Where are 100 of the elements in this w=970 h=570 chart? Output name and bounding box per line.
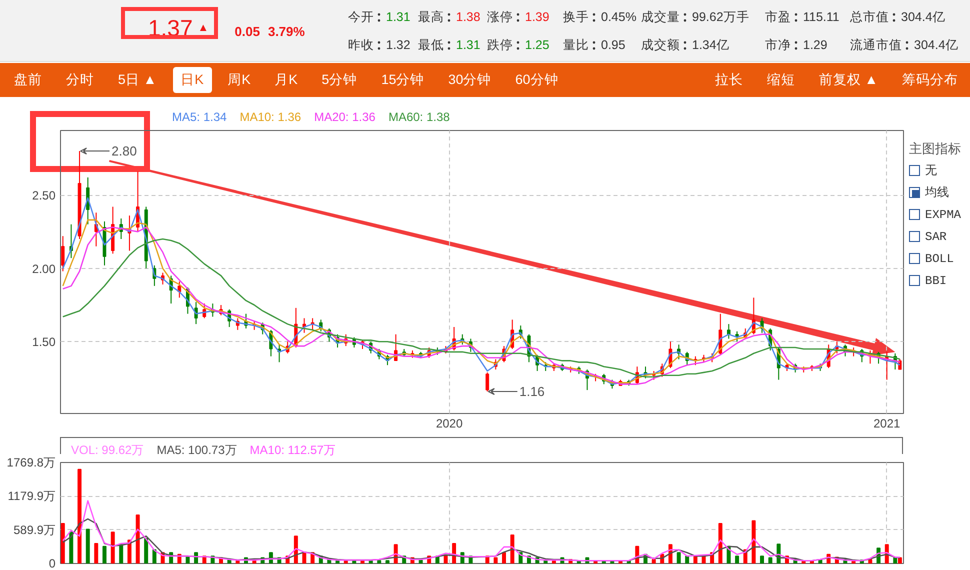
text: MA5: 1.34 bbox=[172, 110, 227, 124]
bar bbox=[152, 549, 156, 564]
text: 1.32 bbox=[386, 38, 410, 52]
bar bbox=[685, 556, 690, 564]
text: 15分钟 bbox=[380, 71, 426, 90]
x-tick-label: 2020 bbox=[436, 416, 463, 430]
text: 304.4亿 bbox=[914, 38, 958, 52]
text: EXPMA bbox=[925, 207, 962, 224]
candlestick bbox=[726, 324, 730, 340]
text: 最高 bbox=[418, 10, 444, 24]
text: 5分钟 bbox=[320, 71, 358, 90]
bar bbox=[676, 552, 681, 564]
bar bbox=[119, 544, 124, 564]
text: SAR bbox=[925, 229, 947, 246]
bar bbox=[693, 556, 698, 564]
bar bbox=[898, 557, 902, 564]
x-tick-label: 2021 bbox=[874, 416, 901, 430]
bar bbox=[502, 552, 506, 564]
text: 换手 bbox=[563, 10, 589, 24]
bar bbox=[760, 556, 764, 564]
text: 115.11 bbox=[803, 10, 840, 24]
text: 筹码分布 bbox=[901, 71, 959, 90]
annotation: 2.80 bbox=[112, 144, 137, 159]
text: 1.31 bbox=[456, 38, 480, 52]
bar bbox=[652, 559, 656, 564]
text: BBI bbox=[925, 273, 947, 290]
bar bbox=[893, 557, 898, 564]
y-tick-label: 2.00 bbox=[32, 262, 56, 276]
bar bbox=[60, 523, 65, 564]
y-tick-label: 2.50 bbox=[32, 188, 56, 203]
text: 60分钟 bbox=[514, 71, 560, 90]
text: 拉长 bbox=[714, 71, 744, 90]
bar bbox=[718, 523, 722, 564]
text: 1.31 bbox=[386, 10, 410, 24]
text: MA5: 100.73万 bbox=[156, 443, 237, 457]
text: 3.79% bbox=[268, 24, 305, 39]
text: 日K bbox=[172, 67, 212, 93]
candlestick bbox=[61, 236, 65, 272]
line-series bbox=[62, 500, 901, 562]
bar bbox=[494, 557, 498, 564]
bar bbox=[144, 538, 148, 564]
text: MA20: 1.36 bbox=[314, 110, 376, 124]
text: 月K bbox=[274, 71, 299, 90]
bar bbox=[752, 520, 756, 564]
text: 均线 bbox=[925, 185, 949, 202]
text: 0.45% bbox=[601, 10, 636, 24]
text: 总市值 bbox=[850, 10, 889, 24]
bar bbox=[94, 543, 98, 564]
candlestick bbox=[486, 372, 490, 392]
text: MA10: 112.57万 bbox=[250, 443, 336, 457]
bar bbox=[377, 560, 382, 564]
text: 跌停 bbox=[487, 38, 513, 52]
bar bbox=[86, 528, 90, 564]
bar bbox=[360, 560, 364, 564]
y-tick-label: 1769.8万 bbox=[6, 456, 56, 470]
y-tick-label: 589.9万 bbox=[13, 522, 56, 537]
text: 30分钟 bbox=[447, 71, 492, 90]
text: 今开 bbox=[348, 10, 374, 24]
text: MA10: 1.36 bbox=[240, 110, 302, 124]
text: 1.39 bbox=[525, 10, 550, 24]
bar bbox=[418, 560, 423, 564]
text: ▲ bbox=[198, 22, 209, 34]
text: 0.05 bbox=[234, 24, 260, 39]
y-tick-label: 0 bbox=[48, 556, 56, 570]
text: 主图指标 bbox=[909, 140, 961, 158]
bar bbox=[868, 559, 872, 564]
text: 前复权 ▲ bbox=[818, 71, 879, 90]
text: 市净 bbox=[765, 38, 791, 52]
annotation: 1.16 bbox=[519, 384, 545, 400]
bar bbox=[768, 557, 772, 564]
bar bbox=[69, 532, 74, 564]
text: 周K bbox=[226, 71, 252, 90]
text: 分时 bbox=[65, 71, 95, 90]
text: 无 bbox=[925, 163, 937, 180]
text: 市盈 bbox=[765, 10, 791, 24]
text: 1.34亿 bbox=[692, 38, 730, 52]
bar bbox=[368, 560, 373, 564]
chart-title: VOL: 99.62万 bbox=[71, 443, 144, 457]
bar bbox=[510, 534, 514, 564]
bar bbox=[110, 532, 115, 564]
text: 流通市值 bbox=[850, 38, 902, 52]
bar bbox=[136, 514, 140, 564]
text: 1.38 bbox=[456, 10, 480, 24]
text: 盘前 bbox=[13, 71, 43, 90]
y-tick-label: 1.50 bbox=[32, 335, 56, 350]
text: 涨停 bbox=[487, 10, 513, 24]
text: 成交量 bbox=[641, 10, 680, 24]
bar bbox=[78, 468, 82, 564]
candlestick bbox=[302, 318, 306, 334]
text: 昨收 bbox=[348, 38, 374, 52]
text: 5日 ▲ bbox=[117, 71, 158, 90]
text: 缩短 bbox=[766, 71, 796, 90]
text: 量比 bbox=[563, 38, 589, 52]
text: 0.95 bbox=[601, 38, 626, 52]
bar bbox=[102, 546, 106, 564]
y-tick-label: 1179.9万 bbox=[8, 489, 56, 504]
bar bbox=[385, 560, 390, 564]
text: 1.29 bbox=[803, 38, 828, 52]
text: 最低 bbox=[418, 38, 444, 52]
text: 99.62万手 bbox=[692, 10, 750, 24]
